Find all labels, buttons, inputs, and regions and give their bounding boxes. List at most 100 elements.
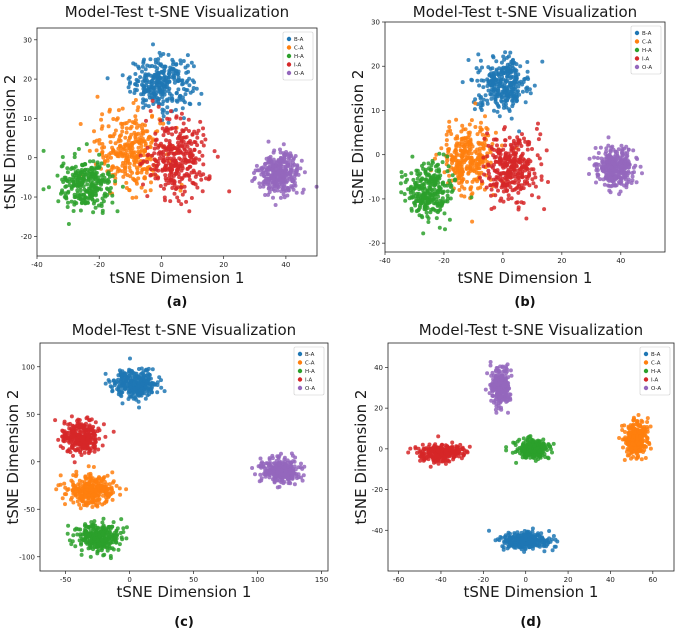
- scatter-point: [516, 175, 520, 180]
- scatter-point: [124, 487, 129, 492]
- scatter-point: [65, 531, 70, 536]
- scatter-point: [508, 50, 513, 55]
- scatter-point: [62, 431, 67, 436]
- scatter-point: [155, 78, 160, 83]
- scatter-point: [178, 58, 183, 63]
- scatter-point: [478, 58, 483, 63]
- scatter-point: [525, 69, 530, 74]
- scatter-point: [526, 77, 531, 81]
- scatter-point: [427, 185, 432, 190]
- scatter-point: [490, 142, 495, 146]
- legend-entry: C-A: [294, 46, 304, 52]
- scatter-point: [61, 438, 66, 443]
- scatter-point: [494, 59, 499, 64]
- scatter-point: [519, 144, 524, 148]
- scatter-point: [490, 146, 494, 151]
- scatter-point: [149, 180, 153, 185]
- legend-marker: [634, 64, 640, 70]
- scatter-point: [398, 181, 403, 186]
- scatter-point: [179, 138, 184, 143]
- scatter-point: [71, 179, 75, 184]
- scatter-point: [100, 541, 105, 546]
- scatter-point: [124, 121, 129, 125]
- scatter-point: [192, 147, 197, 152]
- scatter-point: [76, 433, 81, 438]
- scatter-point: [187, 76, 192, 81]
- scatter-point: [593, 146, 598, 150]
- scatter-point: [270, 453, 275, 458]
- scatter-point: [145, 194, 150, 199]
- scatter-point: [640, 171, 644, 176]
- scatter-point: [183, 135, 188, 140]
- scatter-point: [137, 405, 141, 410]
- scatter-point: [150, 114, 154, 119]
- scatter-point: [485, 131, 490, 136]
- scatter-point: [138, 378, 143, 383]
- scatter-point: [124, 180, 129, 185]
- scatter-point: [625, 153, 630, 158]
- scatter-point: [469, 185, 474, 190]
- scatter-point: [280, 472, 284, 477]
- scatter-point: [88, 487, 93, 492]
- scatter-point: [79, 548, 84, 553]
- scatter-point: [301, 473, 306, 478]
- scatter-point: [181, 128, 186, 133]
- scatter-point: [614, 183, 619, 188]
- scatter-point: [478, 96, 483, 101]
- scatter-point: [282, 177, 287, 182]
- scatter-points: [398, 50, 644, 236]
- scatter-point: [138, 153, 143, 158]
- scatter-point: [99, 204, 104, 208]
- scatter-point: [536, 195, 541, 200]
- scatter-point: [508, 531, 512, 536]
- scatter-point: [91, 159, 96, 164]
- scatter-point: [440, 191, 445, 195]
- scatter-point: [179, 177, 184, 181]
- scatter-point: [100, 196, 105, 201]
- scatter-point: [525, 60, 530, 64]
- scatter-point: [505, 154, 510, 159]
- scatter-point: [60, 155, 65, 159]
- scatter-point: [288, 464, 293, 468]
- scatter-point: [469, 155, 474, 160]
- scatter-point: [476, 155, 481, 160]
- scatter-point: [490, 74, 495, 79]
- scatter-point: [145, 78, 149, 83]
- scatter-point: [187, 140, 192, 145]
- scatter-point: [282, 173, 287, 178]
- legend-entry: H-A: [294, 54, 304, 60]
- scatter-point: [539, 177, 544, 182]
- scatter-point: [527, 140, 532, 145]
- scatter-point: [170, 132, 175, 137]
- scatter-point: [626, 147, 631, 152]
- scatter-point: [114, 533, 119, 538]
- scatter-point: [413, 199, 418, 204]
- scatter-point: [120, 152, 124, 157]
- scatter-point: [110, 546, 115, 551]
- scatter-point: [489, 83, 494, 88]
- scatter-point: [485, 154, 490, 159]
- scatter-point: [457, 168, 462, 173]
- scatter-point: [282, 465, 287, 470]
- scatter-point: [191, 158, 196, 163]
- scatter-point: [495, 91, 500, 96]
- scatter-point: [460, 80, 465, 85]
- scatter-point: [69, 414, 74, 419]
- scatter-point: [453, 148, 458, 153]
- scatter-point: [64, 194, 68, 199]
- scatter-point: [270, 167, 275, 172]
- scatter-point: [409, 184, 414, 189]
- scatter-point: [169, 178, 174, 183]
- scatter-point: [173, 126, 178, 130]
- scatter-point: [430, 194, 435, 199]
- scatter-point: [127, 165, 132, 170]
- scatter-point: [275, 188, 280, 193]
- scatter-point: [187, 174, 192, 179]
- scatter-point: [90, 505, 95, 509]
- scatter-point: [275, 485, 280, 490]
- scatter-point: [553, 537, 558, 542]
- scatter-point: [180, 164, 185, 169]
- scatter-point: [280, 478, 285, 483]
- scatter-point: [608, 148, 613, 153]
- scatter-point: [619, 143, 624, 148]
